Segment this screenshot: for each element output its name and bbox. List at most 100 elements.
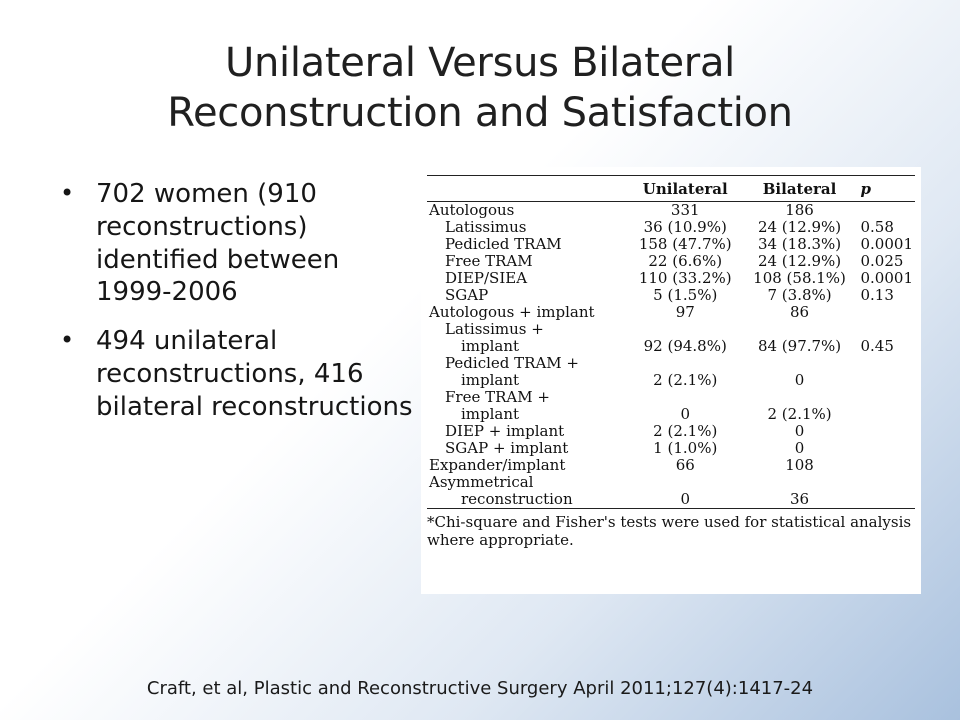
row-label-cell: Asymmetrical [429, 473, 534, 491]
table-row: DIEP/SIEA 110 (33.2%) 108 (58.1%) 0.0001 [427, 270, 915, 287]
unilateral-cell: 5 (1.5%) [653, 286, 718, 304]
bilateral-cell: 108 [785, 456, 814, 474]
table-row: implant 2 (2.1%) 0 [427, 372, 915, 389]
table-row: reconstruction 0 36 [427, 491, 915, 509]
row-label-cell: Free TRAM [445, 252, 533, 270]
citation: Craft, et al, Plastic and Reconstructive… [146, 678, 814, 699]
header-p: p [854, 175, 915, 202]
p-value-cell: 0.0001 [860, 235, 914, 253]
bilateral-cell: 34 (18.3%) [757, 235, 842, 253]
p-value-cell [855, 457, 916, 474]
p-value-cell: 0.0001 [860, 269, 914, 287]
table-row: SGAP 5 (1.5%) 7 (3.8%) 0.13 [427, 287, 915, 304]
slide-title: Unilateral Versus Bilateral Reconstructi… [60, 38, 900, 138]
table-row: implant 0 2 (2.1%) [427, 406, 915, 423]
header-bilateral: Bilateral [744, 175, 855, 202]
table-row: Autologous + implant 97 86 [427, 304, 915, 321]
bilateral-cell: 36 [744, 491, 855, 509]
slide-title-line2: Reconstruction and Satisfaction [167, 90, 793, 136]
p-value-cell [855, 474, 916, 491]
unilateral-cell: 22 (6.6%) [648, 252, 723, 270]
bullet-line: 494 unilateral [96, 326, 278, 356]
p-value-cell [855, 321, 916, 338]
p-value-cell: 0.45 [860, 337, 894, 355]
p-value-cell: 0.58 [860, 218, 894, 236]
bullet-line: identified between [96, 244, 340, 275]
p-value-cell: 0.13 [860, 286, 894, 304]
bullet-line: bilateral reconstructions [96, 391, 413, 422]
row-label-cell: Expander/implant [429, 456, 566, 474]
bilateral-cell: 0 [794, 439, 805, 457]
row-label-cell: SGAP [445, 286, 489, 304]
row-label-cell: implant [461, 371, 520, 389]
header-blank [427, 175, 626, 202]
unilateral-cell [626, 389, 745, 406]
row-label-cell: reconstruction [427, 491, 626, 509]
unilateral-cell [626, 355, 745, 372]
bullet-list: 702 women (910 reconstructions) identifi… [56, 178, 416, 439]
unilateral-cell: 2 (2.1%) [653, 422, 718, 440]
unilateral-cell [626, 474, 745, 491]
bullet-line: 702 women (910 [96, 179, 317, 209]
bullet-line: reconstructions) [96, 211, 308, 242]
bullet-item: 702 women (910 reconstructions) identifi… [56, 178, 416, 309]
p-value-cell: 0.025 [860, 252, 904, 270]
table-row: Autologous 331 186 [427, 202, 915, 220]
table-row: Pedicled TRAM + [427, 355, 915, 372]
p-value-cell [855, 423, 916, 440]
bilateral-cell: 7 (3.8%) [767, 286, 832, 304]
p-value-cell [855, 355, 916, 372]
row-label-cell: Free TRAM + [445, 388, 550, 406]
bilateral-cell: 0 [794, 371, 805, 389]
bilateral-cell [745, 389, 855, 406]
row-label-cell: Latissimus [445, 218, 527, 236]
bilateral-cell: 24 (12.9%) [757, 218, 842, 236]
bilateral-cell: 186 [785, 201, 814, 219]
bilateral-cell: 24 (12.9%) [757, 252, 842, 270]
bilateral-cell: 2 (2.1%) [767, 405, 832, 423]
bilateral-cell [745, 321, 855, 338]
p-value-cell [855, 202, 916, 220]
reconstruction-table-image: Unilateral Bilateral p Autologous 331 186 L… [421, 167, 921, 594]
unilateral-cell: 2 (2.1%) [653, 371, 718, 389]
bullet-line: 1999-2006 [96, 277, 238, 308]
bilateral-cell: 0 [794, 422, 805, 440]
table-row: Latissimus 36 (10.9%) 24 (12.9%) 0.58 [427, 219, 915, 236]
p-value-cell [855, 440, 916, 457]
p-value-cell [855, 389, 916, 406]
unilateral-cell: 110 (33.2%) [638, 269, 732, 287]
unilateral-cell: 0 [625, 491, 745, 509]
p-value-cell [855, 406, 916, 423]
table-row: Free TRAM 22 (6.6%) 24 (12.9%) 0.025 [427, 253, 915, 270]
row-label-cell: implant [461, 337, 520, 355]
row-label-cell: DIEP/SIEA [445, 269, 528, 287]
table-row: implant 92 (94.8%) 84 (97.7%) 0.45 [427, 338, 915, 355]
bilateral-cell: 86 [790, 303, 810, 321]
unilateral-cell: 1 (1.0%) [653, 439, 718, 457]
header-unilateral: Unilateral [625, 175, 745, 202]
unilateral-cell: 331 [670, 201, 700, 219]
row-label-cell: SGAP + implant [445, 439, 569, 457]
row-label-cell: Latissimus + [445, 320, 544, 338]
table-row: SGAP + implant 1 (1.0%) 0 [427, 440, 915, 457]
table-header-row: Unilateral Bilateral p [427, 175, 915, 202]
row-label-cell: Autologous + implant [429, 303, 595, 321]
bilateral-cell: 84 (97.7%) [757, 337, 842, 355]
table-body: Autologous 331 186 Latissimus 36 (10.9%) 24 (… [427, 202, 915, 509]
table-footnote: *Chi-square and Fisher's tests were used… [427, 513, 912, 549]
row-label-cell: implant [461, 405, 520, 423]
unilateral-cell: 66 [675, 456, 695, 474]
table-row: DIEP + implant 2 (2.1%) 0 [427, 423, 915, 440]
row-label-cell: DIEP + implant [445, 422, 565, 440]
table-row: Pedicled TRAM 158 (47.7%) 34 (18.3%) 0.0001 [427, 236, 915, 253]
table-row: Latissimus + [427, 321, 915, 338]
p-value-cell [855, 304, 916, 321]
bilateral-cell [745, 355, 855, 372]
table-row: Free TRAM + [427, 389, 915, 406]
unilateral-cell: 36 (10.9%) [643, 218, 727, 236]
unilateral-cell [626, 321, 745, 338]
table-row: Expander/implant 66 108 [427, 457, 915, 474]
p-value-cell [855, 372, 916, 389]
bilateral-cell: 108 (58.1%) [753, 269, 846, 287]
bullet-line: reconstructions, 416 [96, 358, 364, 389]
